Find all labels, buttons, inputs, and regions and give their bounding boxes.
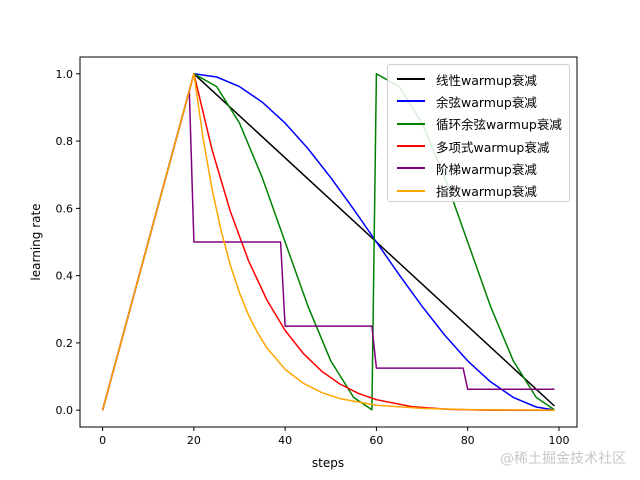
series-line-1 [101,73,555,411]
legend-swatch [397,122,425,125]
legend-swatch [397,189,425,192]
legend-entry: 阶梯warmup衰减 [388,157,569,179]
watermark: @稀土掘金技术社区 [500,451,626,467]
legend-label: 多项式warmup衰减 [436,139,550,155]
x-axis-label: steps [312,456,344,470]
legend-swatch [397,167,425,170]
legend-entry: 指数warmup衰减 [388,179,569,201]
y-tick-label: 0.0 [56,404,74,417]
series-line-4 [101,89,555,411]
axes-frame [79,56,578,428]
y-tick-label: 1.0 [56,68,74,81]
x-tick-label: 100 [548,434,569,447]
y-tick-label: 0.6 [56,202,74,215]
legend-label: 线性warmup衰减 [436,72,537,88]
legend: 线性warmup衰减 余弦warmup衰减循环余弦warmup衰减 多项式warmu… [387,64,570,202]
series-line-2 [101,73,555,411]
legend-swatch [397,78,425,81]
series-line-5 [101,73,555,411]
y-tick-label: 0.8 [56,135,74,148]
x-tick-label: 80 [461,434,475,447]
x-tick-label: 20 [187,434,201,447]
y-tick-label: 0.4 [56,270,74,283]
x-tick-label: 60 [369,434,383,447]
y-axis-label: learning rate [29,203,43,280]
y-tick-label: 0.2 [56,337,74,350]
legend-entry: 多项式warmup衰减 [388,135,569,157]
legend-swatch [397,100,425,103]
legend-label: 指数warmup衰减 [436,184,537,200]
x-tick-label: 0 [99,434,106,447]
legend-label: 余弦warmup衰减 [436,94,537,110]
x-tick-label: 40 [278,434,292,447]
legend-label: 阶梯warmup衰减 [436,161,537,177]
legend-entry: 余弦warmup衰减 [388,90,569,112]
legend-label: 循环余弦warmup衰减 [436,117,562,133]
legend-swatch [397,145,425,148]
legend-entry: 线性warmup衰减 [388,68,569,90]
legend-entry: 循环余弦warmup衰减 [388,113,569,135]
